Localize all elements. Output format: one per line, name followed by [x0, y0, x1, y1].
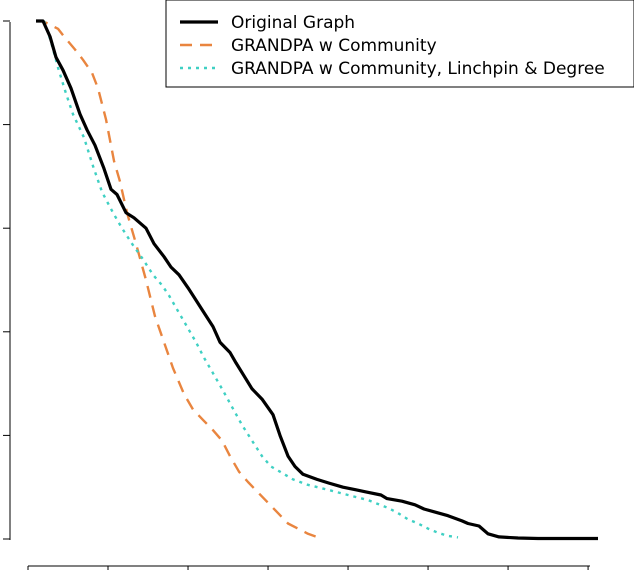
series-line-2 [36, 19, 319, 539]
axes [3, 20, 590, 570]
legend-label-1: Original Graph [231, 13, 355, 33]
legend: Original Graph GRANDPA w Community GRANDPA… [165, 0, 634, 88]
y-axis-ticks [3, 20, 10, 540]
series-line-1 [36, 19, 598, 541]
legend-label-2: GRANDPA w Community [231, 36, 437, 56]
x-axis-ticks [27, 566, 589, 570]
series-line-3 [36, 19, 459, 539]
legend-label-3: GRANDPA w Community, Linchpin & Degree [231, 59, 605, 79]
legend-box [165, 0, 634, 88]
series-lines [36, 19, 598, 541]
